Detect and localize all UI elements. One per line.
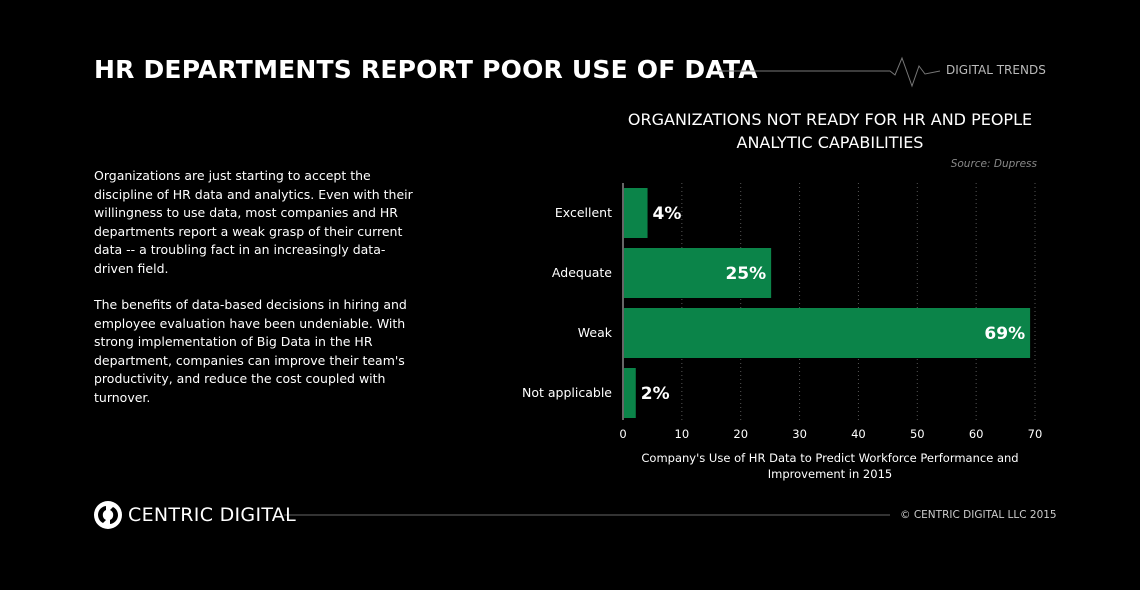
category-label: Weak — [578, 325, 613, 340]
paragraph: The benefits of data-based decisions in … — [94, 297, 407, 405]
x-tick-label: 0 — [619, 427, 626, 441]
x-tick-label: 70 — [1028, 427, 1043, 441]
chart-title: ORGANIZATIONS NOT READY FOR HR AND PEOPL… — [627, 110, 1033, 152]
pulse-line-icon — [719, 56, 941, 88]
data-label: 25% — [725, 264, 766, 284]
x-axis-label: Company's Use of HR Data to Predict Work… — [641, 451, 1019, 481]
bar — [624, 308, 1031, 358]
centric-logo-icon — [94, 501, 122, 529]
x-tick-label: 50 — [910, 427, 925, 441]
data-label: 69% — [984, 324, 1025, 344]
x-tick-label: 30 — [792, 427, 807, 441]
logo-text: CENTRIC DIGITAL — [128, 504, 296, 526]
data-label: 2% — [641, 384, 670, 404]
paragraph: Organizations are just starting to accep… — [94, 168, 413, 276]
chart-source: Source: Dupress — [950, 158, 1037, 170]
bar — [624, 368, 636, 418]
copyright: © CENTRIC DIGITAL LLC 2015 — [900, 509, 1057, 521]
page-title: HR DEPARTMENTS REPORT POOR USE OF DATA — [94, 55, 758, 84]
x-tick-label: 60 — [969, 427, 984, 441]
data-label: 4% — [653, 204, 682, 224]
brand-tag: DIGITAL TRENDS — [946, 63, 1046, 77]
x-tick-label: 20 — [733, 427, 748, 441]
x-tick-label: 40 — [851, 427, 866, 441]
bar — [624, 188, 648, 238]
category-label: Adequate — [552, 265, 612, 280]
x-tick-label: 10 — [675, 427, 690, 441]
bar — [624, 248, 772, 298]
category-label: Not applicable — [522, 385, 612, 400]
category-label: Excellent — [555, 205, 612, 220]
body-text: Organizations are just starting to accep… — [94, 167, 414, 425]
